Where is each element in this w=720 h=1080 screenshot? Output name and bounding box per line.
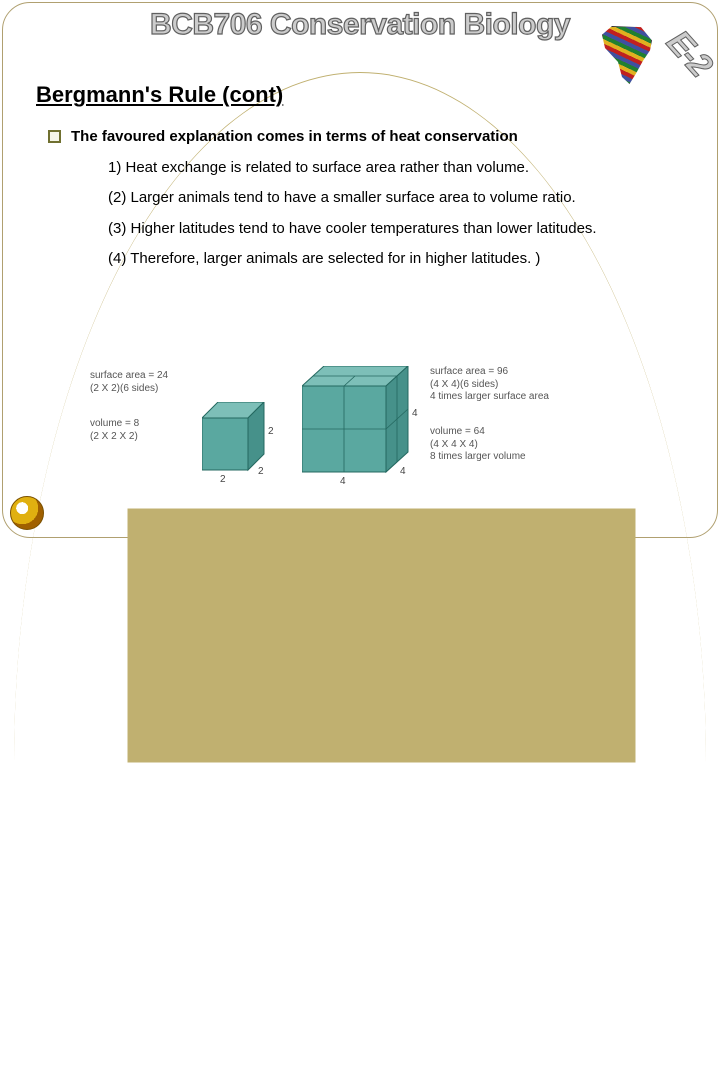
small-vol-calc: (2 X 2 X 2)	[90, 431, 138, 442]
small-sa-calc: (2 X 2)(6 sides)	[90, 383, 158, 394]
bullet-text: The favoured explanation comes in terms …	[71, 128, 518, 145]
big-sa-calc: (4 X 4)(6 sides)	[430, 379, 498, 390]
small-dim-d: 2	[258, 466, 264, 477]
big-sa-text: surface area = 96	[430, 366, 508, 377]
small-cube-vol-annotation: volume = 8 (2 X 2 X 2)	[90, 418, 200, 443]
small-dim-w: 2	[220, 474, 226, 485]
africa-icon	[602, 26, 652, 84]
point-2: (2) Larger animals tend to have a smalle…	[108, 188, 660, 208]
big-dim-d: 4	[400, 466, 406, 477]
big-cube: 4 4 4	[302, 366, 424, 490]
bullet-row: The favoured explanation comes in terms …	[48, 128, 518, 145]
section-heading: Bergmann's Rule (cont)	[36, 82, 283, 108]
cube-diagram: surface area = 24 (2 X 2)(6 sides) volum…	[90, 366, 630, 516]
small-dim-h: 2	[268, 426, 274, 437]
point-3: (3) Higher latitudes tend to have cooler…	[108, 219, 660, 239]
small-cube-sa-annotation: surface area = 24 (2 X 2)(6 sides)	[90, 370, 200, 395]
point-4: (4) Therefore, larger animals are select…	[108, 249, 660, 269]
small-cube: 2 2 2	[202, 402, 280, 487]
small-sa-text: surface area = 24	[90, 370, 168, 381]
small-cube-front	[202, 418, 248, 470]
big-vol-calc: (4 X 4 X 4)	[430, 439, 478, 450]
small-vol-text: volume = 8	[90, 418, 139, 429]
big-cube-sa-annotation: surface area = 96 (4 X 4)(6 sides) 4 tim…	[430, 366, 580, 404]
africa-badge	[602, 26, 664, 96]
big-vol-note: 8 times larger volume	[430, 451, 526, 462]
small-cube-svg	[202, 402, 280, 487]
big-dim-w: 4	[340, 476, 346, 487]
points-list: 1) Heat exchange is related to surface a…	[108, 158, 660, 279]
big-dim-h: 4	[412, 408, 418, 419]
big-vol-text: volume = 64	[430, 426, 485, 437]
big-sa-note: 4 times larger surface area	[430, 391, 549, 402]
corner-decoration-icon	[6, 492, 48, 534]
point-1: 1) Heat exchange is related to surface a…	[108, 158, 660, 178]
square-bullet-icon	[48, 130, 61, 143]
big-cube-vol-annotation: volume = 64 (4 X 4 X 4) 8 times larger v…	[430, 426, 580, 464]
